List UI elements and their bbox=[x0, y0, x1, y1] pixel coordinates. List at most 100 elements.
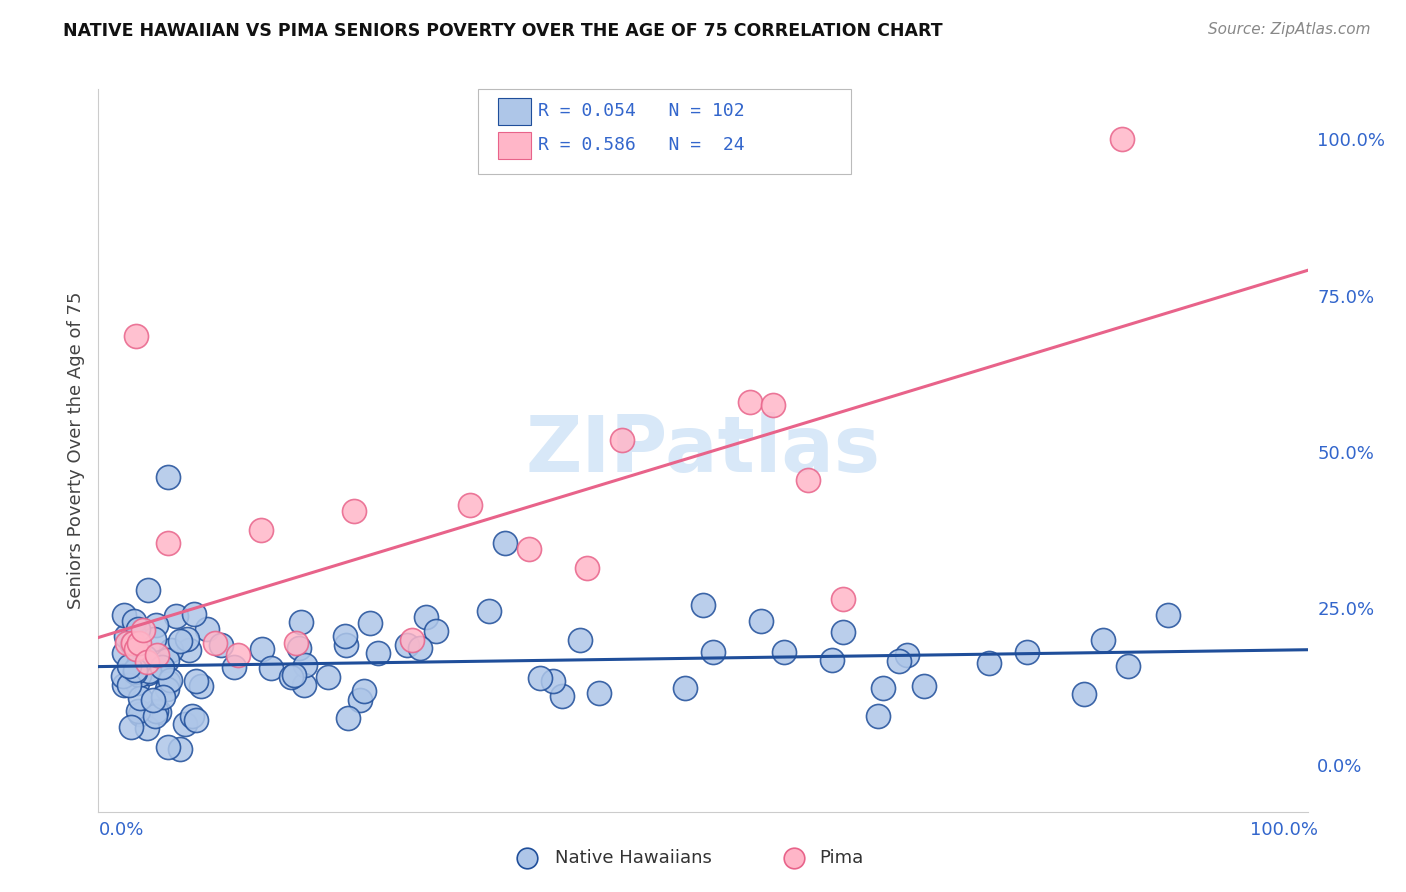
Point bbox=[128, 668, 150, 682]
Point bbox=[142, 693, 165, 707]
Point bbox=[157, 470, 180, 484]
Point bbox=[889, 654, 911, 668]
Point bbox=[184, 713, 207, 727]
Point bbox=[112, 646, 135, 660]
Point bbox=[1073, 687, 1095, 701]
Point bbox=[551, 690, 574, 704]
Point bbox=[138, 658, 160, 673]
Point bbox=[136, 582, 159, 597]
Point bbox=[409, 640, 432, 655]
Point bbox=[124, 329, 146, 343]
Text: ZIPatlas: ZIPatlas bbox=[526, 412, 880, 489]
Point bbox=[226, 648, 249, 663]
Point bbox=[150, 660, 173, 674]
Point bbox=[124, 663, 146, 677]
Point bbox=[333, 629, 356, 643]
Point bbox=[156, 682, 179, 697]
Point bbox=[1157, 607, 1180, 622]
Point bbox=[127, 628, 149, 642]
Point bbox=[796, 473, 818, 487]
Point bbox=[138, 665, 160, 679]
Point bbox=[124, 642, 146, 657]
Point bbox=[425, 624, 447, 638]
Point bbox=[1015, 645, 1038, 659]
Point bbox=[180, 709, 202, 723]
Point bbox=[124, 615, 146, 629]
Point bbox=[896, 648, 918, 662]
Point bbox=[135, 722, 157, 736]
Point bbox=[118, 678, 141, 692]
Point bbox=[121, 637, 143, 651]
Point bbox=[204, 636, 226, 650]
Point bbox=[190, 679, 212, 693]
Point bbox=[335, 638, 357, 652]
Point bbox=[152, 690, 174, 704]
Point bbox=[112, 608, 135, 623]
Point bbox=[128, 636, 150, 650]
Point bbox=[569, 632, 592, 647]
Point bbox=[1116, 658, 1139, 673]
Point bbox=[768, 734, 790, 748]
Point bbox=[460, 498, 482, 512]
Point bbox=[588, 685, 610, 699]
Point bbox=[1091, 632, 1114, 647]
Point bbox=[165, 608, 187, 623]
Point bbox=[395, 638, 418, 652]
Point bbox=[343, 504, 366, 518]
Point bbox=[367, 646, 389, 660]
Point bbox=[156, 740, 179, 755]
Point bbox=[415, 609, 437, 624]
Point bbox=[136, 665, 159, 680]
Text: Pima: Pima bbox=[820, 849, 863, 867]
Point bbox=[122, 636, 145, 650]
Point bbox=[401, 632, 423, 647]
Point bbox=[112, 678, 135, 692]
Point bbox=[115, 630, 138, 644]
Point bbox=[156, 675, 179, 690]
Point bbox=[872, 681, 894, 695]
Point bbox=[145, 648, 167, 663]
Point bbox=[738, 395, 761, 409]
Point bbox=[134, 654, 156, 668]
Point bbox=[349, 693, 371, 707]
Point bbox=[156, 653, 179, 667]
Point bbox=[118, 634, 141, 648]
Point bbox=[285, 636, 308, 650]
Point bbox=[209, 639, 232, 653]
Point bbox=[866, 709, 889, 723]
Point bbox=[143, 708, 166, 723]
Point bbox=[250, 523, 273, 537]
Point bbox=[125, 675, 148, 690]
Point bbox=[183, 607, 205, 621]
Point bbox=[1111, 132, 1133, 146]
Point bbox=[478, 604, 501, 618]
Point bbox=[547, 734, 569, 748]
Point bbox=[831, 624, 853, 639]
Point bbox=[692, 599, 714, 613]
Point bbox=[128, 655, 150, 669]
Point bbox=[292, 678, 315, 692]
Text: Native Hawaiians: Native Hawaiians bbox=[555, 849, 713, 867]
Point bbox=[353, 683, 375, 698]
Point bbox=[529, 671, 551, 685]
Point bbox=[136, 655, 159, 669]
Point bbox=[222, 660, 245, 674]
Point bbox=[831, 592, 853, 607]
Point bbox=[294, 658, 316, 673]
Point bbox=[127, 704, 149, 718]
Point bbox=[543, 674, 565, 689]
Point bbox=[134, 649, 156, 664]
Point bbox=[494, 535, 516, 549]
Point bbox=[575, 560, 598, 574]
Point bbox=[127, 623, 149, 637]
Text: R = 0.586   N =  24: R = 0.586 N = 24 bbox=[538, 136, 745, 154]
Point bbox=[111, 668, 134, 682]
Point bbox=[260, 660, 283, 674]
Point bbox=[195, 623, 218, 637]
Point bbox=[177, 642, 200, 657]
Point bbox=[145, 617, 167, 632]
Point bbox=[120, 719, 142, 733]
Point bbox=[129, 690, 152, 705]
Point bbox=[359, 616, 381, 631]
Point bbox=[979, 657, 1001, 671]
